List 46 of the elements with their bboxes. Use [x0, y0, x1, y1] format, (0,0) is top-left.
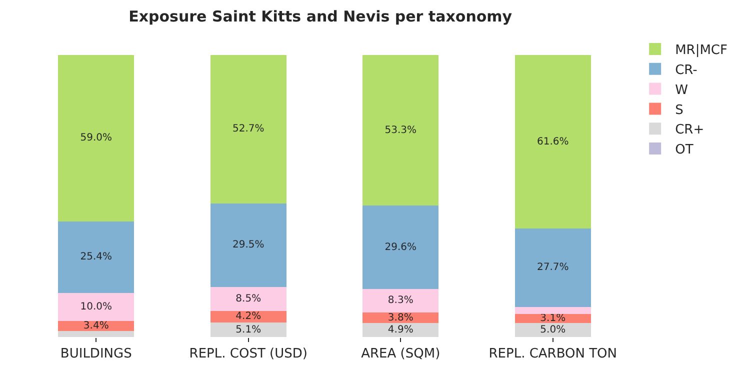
- bar: [210, 322, 286, 337]
- bar: [210, 204, 286, 287]
- data-label: 61.6%: [536, 136, 569, 148]
- chart-title: Exposure Saint Kitts and Nevis per taxonomy: [128, 8, 512, 26]
- bar: [58, 221, 134, 293]
- data-label: 29.6%: [384, 242, 417, 253]
- bar: [362, 323, 439, 337]
- bar: [514, 306, 591, 314]
- data-label: 8.5%: [236, 293, 262, 304]
- x-tick-label: REPL. COST (USD): [189, 346, 308, 362]
- data-label: 25.4%: [80, 252, 112, 263]
- legend-label: W: [675, 82, 688, 98]
- data-label: 27.7%: [536, 262, 569, 274]
- bar: [362, 55, 439, 206]
- bar: [58, 330, 134, 337]
- bar: [210, 54, 286, 204]
- data-label: 5.1%: [236, 324, 262, 336]
- data-label: 53.3%: [384, 124, 417, 136]
- legend-label: CR+: [675, 122, 704, 138]
- data-label: 4.2%: [236, 311, 262, 322]
- bar: [362, 289, 439, 312]
- data-label: 52.7%: [232, 124, 264, 135]
- legend-label: OT: [675, 142, 694, 158]
- data-label: 8.3%: [388, 295, 414, 306]
- bar: [514, 314, 591, 323]
- x-tick-label: REPL. CARBON TON: [488, 346, 618, 362]
- legend-label: S: [675, 102, 684, 118]
- bar: [58, 54, 134, 222]
- data-label: 59.0%: [80, 132, 112, 144]
- bar: [362, 206, 439, 290]
- bar: [58, 292, 134, 322]
- bar: [210, 286, 286, 311]
- data-label: 29.5%: [232, 240, 264, 251]
- bar: [514, 54, 591, 229]
- bar: [514, 228, 591, 307]
- bar: [514, 322, 591, 337]
- bar: [58, 321, 134, 331]
- legend-label: CR-: [675, 62, 698, 78]
- data-label: 4.9%: [388, 324, 414, 336]
- x-tick-label: AREA (SQM): [361, 346, 440, 362]
- legend-label: MR|MCF: [675, 43, 728, 58]
- data-label: 10.0%: [80, 302, 112, 313]
- data-label: 3.8%: [388, 312, 414, 324]
- data-label: 5.0%: [540, 324, 566, 336]
- data-label: 3.4%: [83, 320, 109, 332]
- x-tick-label: BUILDINGS: [60, 346, 132, 362]
